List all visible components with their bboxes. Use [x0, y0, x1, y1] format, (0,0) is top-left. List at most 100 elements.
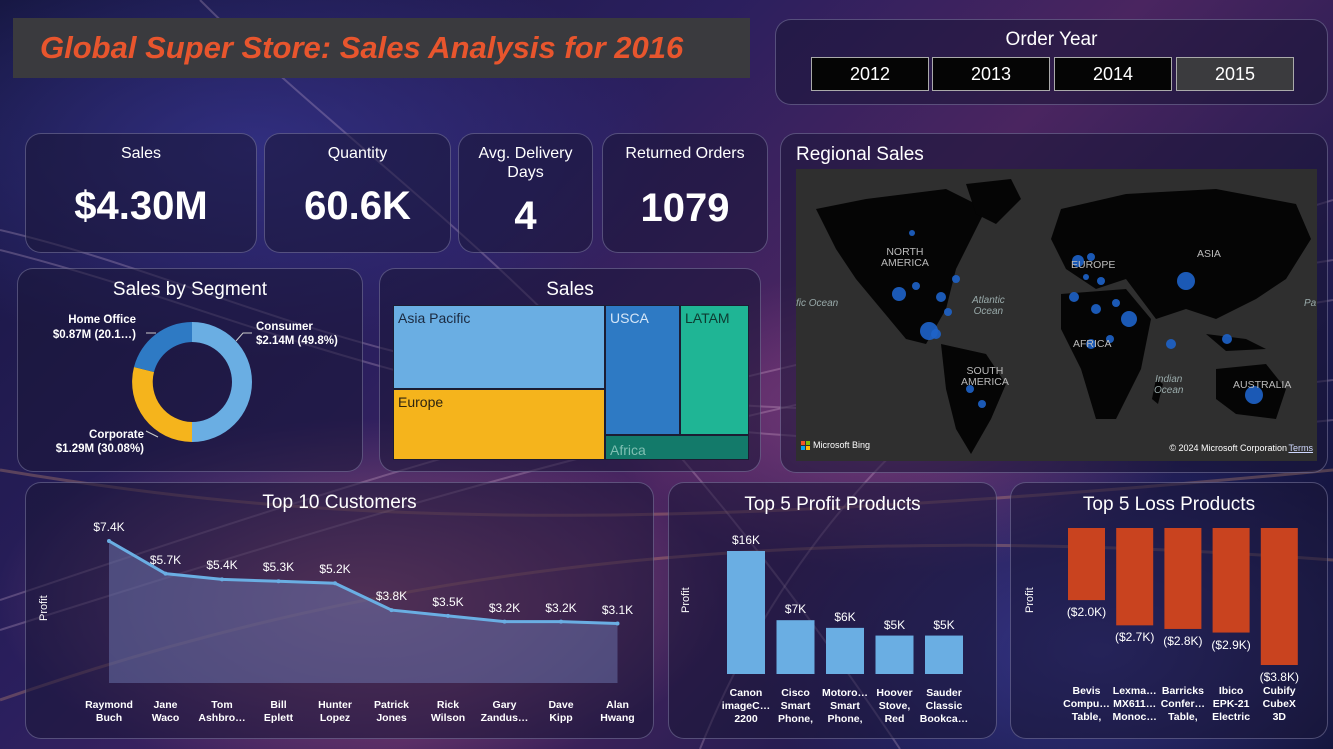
bar	[1260, 528, 1298, 665]
dashboard-title: Global Super Store: Sales Analysis for 2…	[40, 30, 684, 65]
customers-area-chart[interactable]	[26, 483, 655, 740]
map-terms-link[interactable]: Terms	[1288, 443, 1314, 453]
treemap-tile-asia-pacific[interactable]: Asia Pacific	[393, 305, 605, 389]
kpi-card-returned[interactable]: Returned Orders 1079	[602, 133, 768, 253]
segment-label-home-office: Home Office	[68, 314, 136, 326]
data-label: $3.2K	[545, 600, 577, 615]
sales-bubble	[1091, 304, 1101, 314]
map-label-south-america: SOUTH AMERICA	[961, 365, 1009, 388]
data-label: $5K	[933, 617, 955, 632]
bar	[875, 635, 914, 674]
data-label: ($2.9K)	[1211, 637, 1251, 652]
data-label: $7K	[784, 602, 807, 617]
segment-value-consumer: $2.14M (49.8%)	[256, 335, 338, 347]
data-point	[615, 621, 620, 626]
data-label: ($3.8K)	[1259, 670, 1299, 684]
x-tick-label: Canon imageC… 2200	[721, 687, 771, 725]
kpi-card-sales[interactable]: Sales $4.30M	[25, 133, 257, 253]
bar	[1164, 528, 1202, 629]
top-loss-products-panel[interactable]: Top 5 Loss Products Profit ($2.0K) Bevis …	[1010, 482, 1328, 739]
data-point	[446, 613, 450, 618]
year-button-2012[interactable]: 2012	[811, 57, 929, 91]
x-tick-label: Cubify CubeX 3D	[1262, 685, 1296, 723]
year-button-2013[interactable]: 2013	[932, 57, 1050, 91]
bar	[1068, 528, 1105, 601]
customers-area-fill	[109, 541, 618, 683]
sales-treemap-panel[interactable]: Sales Asia Pacific Europe USCA LATAM Afr…	[379, 268, 761, 472]
data-point	[389, 608, 394, 613]
data-label: $16K	[731, 533, 761, 547]
world-map-canvas[interactable]	[796, 169, 1317, 461]
map-label-pacific-right: Pa	[1304, 298, 1317, 309]
donut-slice-corporate	[132, 367, 192, 442]
x-tick-label: Hoover Stove, Red	[876, 687, 913, 725]
profit-bar-chart[interactable]	[669, 483, 998, 740]
data-label: $5K	[883, 617, 906, 632]
greenland-shape	[966, 179, 1021, 224]
sales-bubble	[931, 329, 941, 339]
top-profit-products-panel[interactable]: Top 5 Profit Products Profit $16K Canon i…	[668, 482, 997, 739]
x-tick-label: Gary Zandus…	[480, 699, 529, 724]
sales-bubble	[1097, 277, 1105, 285]
data-label: $5.2K	[319, 562, 351, 577]
x-tick-label: Hunter Lopez	[318, 699, 352, 724]
loss-bar-chart[interactable]	[1011, 483, 1329, 740]
kpi-label: Quantity	[327, 145, 388, 162]
treemap-tile-usca[interactable]: USCA	[605, 305, 680, 435]
data-point	[220, 577, 224, 582]
x-tick-label: Sauder Classic Bookca…	[919, 687, 969, 725]
kpi-value: 1079	[640, 186, 730, 230]
data-label: ($2.0K)	[1066, 605, 1107, 620]
panel-title: Regional Sales	[796, 144, 924, 165]
map-label-africa: AFRICA	[1073, 338, 1112, 350]
top-customers-panel[interactable]: Top 10 Customers Profit $7.4K Raymond Buc…	[25, 482, 654, 739]
regional-sales-panel[interactable]: Regional Sales	[780, 133, 1328, 473]
order-year-label: Order Year	[1005, 29, 1098, 50]
data-label: $6K	[834, 609, 856, 624]
segment-label-corporate: Corporate	[89, 429, 144, 441]
x-tick-label: Tom Ashbro…	[198, 699, 246, 724]
map-label-asia: ASIA	[1197, 248, 1221, 260]
europe-asia-shape	[1051, 189, 1311, 319]
x-tick-label: Cisco Smart Phone,	[777, 687, 813, 725]
data-point	[559, 619, 563, 624]
x-tick-label: Dave Kipp	[548, 699, 574, 724]
data-label: $3.8K	[375, 589, 408, 604]
sales-bubble	[1121, 311, 1137, 327]
sales-bubble	[966, 385, 974, 393]
world-map[interactable]: NORTH AMERICA EUROPE ASIA AFRICA SOUTH A…	[796, 169, 1317, 461]
madagascar-shape	[1152, 379, 1163, 404]
bar	[727, 551, 765, 674]
sales-bubble	[978, 400, 986, 408]
bar	[1212, 528, 1250, 633]
treemap-tile-latam[interactable]: LATAM	[680, 305, 749, 435]
kpi-card-quantity[interactable]: Quantity 60.6K	[264, 133, 451, 253]
kpi-card-delivery[interactable]: Avg. Delivery Days 4	[458, 133, 593, 253]
x-tick-label: Rick Wilson	[430, 699, 466, 724]
year-button-2015[interactable]: 2015	[1176, 57, 1294, 91]
treemap-tile-europe[interactable]: Europe	[393, 389, 605, 460]
x-tick-label: Barricks Confer… Table,	[1160, 685, 1206, 723]
sales-by-segment-panel[interactable]: Sales by Segment Home Office $0.87M (20.…	[17, 268, 363, 472]
segment-value-home-office: $0.87M (20.1…)	[52, 329, 136, 341]
kpi-value: 4	[514, 194, 537, 238]
segment-donut-chart[interactable]	[18, 269, 364, 473]
microsoft-logo-icon	[801, 440, 810, 450]
data-label: $3.1K	[601, 602, 634, 617]
data-label: $3.5K	[432, 594, 464, 609]
sales-bubble	[1177, 272, 1195, 290]
treemap-tile-africa[interactable]: Africa	[605, 435, 749, 460]
kpi-value: 60.6K	[304, 184, 411, 228]
map-copyright: © 2024 Microsoft Corporation	[1169, 443, 1287, 453]
data-label: ($2.8K)	[1163, 633, 1203, 648]
year-button-2014[interactable]: 2014	[1054, 57, 1172, 91]
bar	[925, 635, 963, 674]
data-label: $5.3K	[262, 560, 295, 575]
customers-line	[108, 539, 618, 626]
sales-bubble	[936, 292, 946, 302]
panel-title: Top 5 Profit Products	[744, 494, 921, 515]
kpi-label: Sales	[120, 145, 162, 162]
bing-attribution-text: Microsoft Bing	[813, 440, 871, 450]
sales-bubble	[1072, 255, 1084, 267]
sales-bubble	[944, 308, 952, 316]
